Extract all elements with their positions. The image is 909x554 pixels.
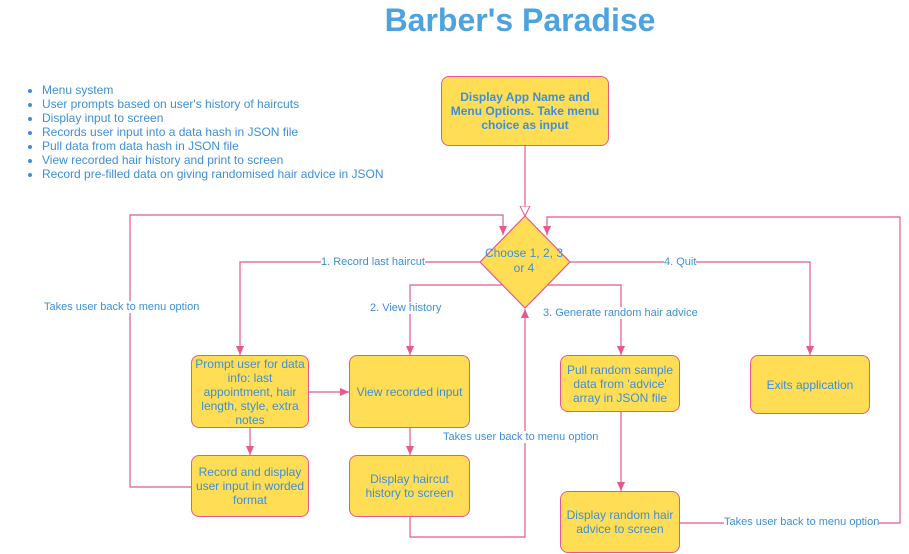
prompt-node: Prompt user for data info: last appointm… — [191, 355, 309, 428]
feature-item: Menu system — [42, 83, 384, 97]
feature-list: Menu system User prompts based on user's… — [24, 83, 384, 181]
record-node: Record and display user input in worded … — [191, 455, 309, 517]
history-node: Display haircut history to screen — [349, 455, 470, 517]
edge-label-option-2: 2. View history — [370, 302, 442, 314]
record-node-label: Record and display user input in worded … — [195, 465, 305, 507]
edge-back-left — [129, 214, 507, 488]
feature-item: User prompts based on user's history of … — [42, 97, 384, 111]
edge-back-middle — [409, 309, 529, 538]
pull-node: Pull random sample data from 'advice' ar… — [560, 355, 680, 412]
feature-item: Display input to screen — [42, 111, 384, 125]
feature-item: View recorded hair history and print to … — [42, 153, 384, 167]
feature-item: Records user input into a data hash in J… — [42, 125, 384, 139]
pull-node-label: Pull random sample data from 'advice' ar… — [566, 362, 674, 405]
view-node-label: View recorded input — [356, 384, 463, 399]
edge-label-option-3: 3. Generate random hair advice — [543, 307, 698, 319]
feature-item: Pull data from data hash in JSON file — [42, 139, 384, 153]
edge-label-back-left: Takes user back to menu option — [44, 301, 200, 313]
page-title: Barber's Paradise — [384, 2, 656, 38]
edge-label-option-4: 4. Quit — [664, 256, 697, 268]
start-node-label: Display App Name and Menu Options. Take … — [450, 90, 600, 132]
edge-option-2 — [406, 284, 503, 355]
view-node: View recorded input — [349, 355, 470, 428]
history-node-label: Display haircut history to screen — [365, 472, 454, 500]
prompt-node-label: Prompt user for data info: last appointm… — [195, 356, 305, 427]
advice-node-label: Display random hair advice to screen — [566, 508, 674, 536]
decision-label: Choose 1, 2, 3 or 4 — [484, 246, 564, 275]
feature-item: Record pre-filled data on giving randomi… — [42, 167, 384, 181]
edge-option-4 — [570, 261, 814, 355]
decision-diamond — [479, 215, 571, 309]
edge-label-option-1: 1. Record last haircut — [321, 256, 425, 268]
advice-node: Display random hair advice to screen — [560, 491, 680, 553]
start-node: Display App Name and Menu Options. Take … — [441, 76, 609, 146]
edge-label-back-right: Takes user back to menu option — [724, 516, 880, 528]
exit-node: Exits application — [750, 355, 870, 414]
edge-option-1 — [236, 261, 480, 355]
edge-label-back-middle: Takes user back to menu option — [443, 431, 599, 443]
edge-option-3 — [547, 284, 625, 355]
exit-node-label: Exits application — [766, 377, 854, 392]
